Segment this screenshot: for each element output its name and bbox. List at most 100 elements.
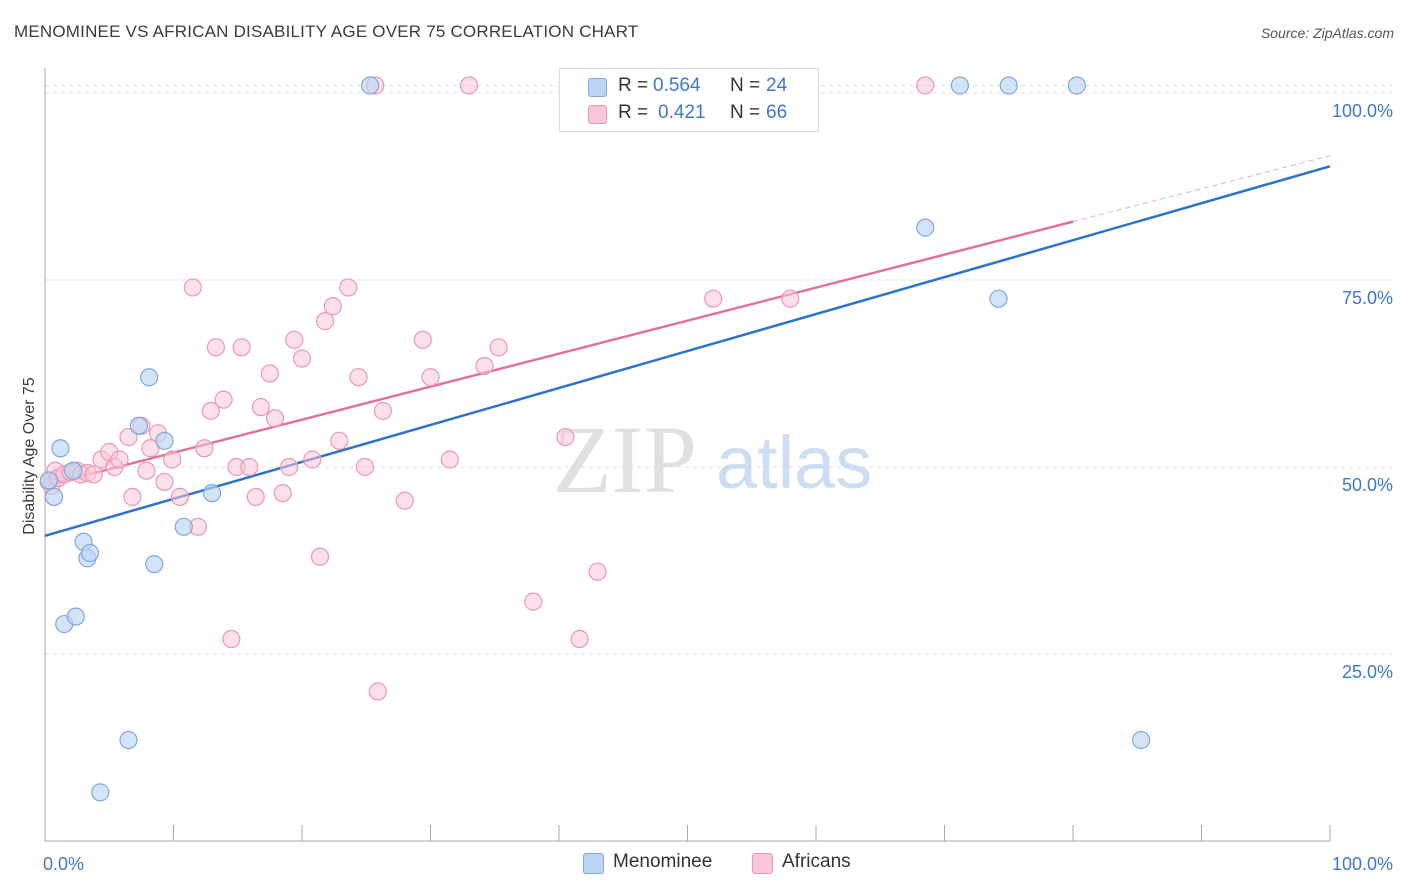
bottom-legend-label-menominee: Menominee: [613, 851, 713, 872]
data-point-africans: [260, 364, 279, 383]
data-point-africans: [355, 457, 375, 477]
data-point-menominee: [80, 543, 100, 563]
data-point-africans: [292, 349, 312, 368]
trend-lines: [44, 155, 1331, 538]
data-point-africans: [310, 547, 330, 566]
y-axis-label: Disability Age Over 75: [21, 377, 38, 535]
data-point-africans: [240, 457, 259, 477]
data-point-menominee: [139, 368, 159, 387]
chart-title: MENOMINEE VS AFRICAN DISABILITY AGE OVER…: [14, 22, 639, 41]
data-point-africans: [570, 629, 589, 649]
data-point-africans: [349, 368, 368, 387]
data-point-menominee: [51, 439, 70, 458]
data-point-africans: [214, 390, 233, 409]
data-point-africans: [588, 562, 607, 581]
x-tick-label-min: 0.0%: [43, 854, 84, 874]
trend-line-africans-extension: [1072, 155, 1331, 223]
data-point-africans: [459, 76, 479, 95]
data-point-africans: [246, 487, 265, 507]
data-point-africans: [119, 427, 138, 447]
data-point-menominee: [145, 555, 164, 574]
bottom-legend-swatch-africans: [752, 853, 773, 874]
data-point-africans: [285, 330, 304, 349]
grid-lines: [45, 84, 1392, 655]
data-point-africans: [781, 289, 800, 308]
data-point-africans: [303, 450, 322, 469]
data-point-africans: [170, 487, 190, 507]
y-tick-label: 75.0%: [1342, 288, 1393, 308]
data-point-menominee: [989, 289, 1008, 308]
data-point-africans: [440, 450, 459, 469]
data-point-menominee: [999, 76, 1018, 95]
legend-r-label: R =: [618, 75, 649, 96]
data-point-menominee: [91, 783, 110, 802]
data-point-menominee: [1132, 730, 1151, 750]
data-point-menominee: [202, 484, 222, 503]
data-point-menominee: [44, 487, 64, 507]
data-point-africans: [316, 312, 335, 331]
legend-r-value: 0.421: [658, 102, 706, 123]
data-point-africans: [368, 682, 387, 701]
data-point-africans: [413, 330, 432, 349]
data-point-menominee: [129, 416, 148, 435]
legend-n-label: N =: [730, 75, 761, 96]
data-point-africans: [273, 484, 292, 503]
data-point-africans: [84, 465, 103, 484]
data-point-menominee: [174, 517, 193, 536]
data-point-africans: [323, 297, 342, 316]
data-point-africans: [137, 461, 156, 480]
watermark: ZIP atlas: [553, 406, 872, 513]
data-point-menominee: [39, 471, 58, 490]
data-point-africans: [556, 427, 575, 447]
y-tick-label: 25.0%: [1342, 662, 1393, 682]
watermark-zip: ZIP: [553, 406, 697, 513]
data-point-africans: [489, 338, 508, 357]
legend-swatch-menominee: [588, 78, 607, 97]
legend-n-label: N =: [730, 102, 761, 123]
axes: [44, 68, 1331, 842]
watermark-atlas: atlas: [716, 421, 872, 504]
data-point-menominee: [66, 607, 85, 626]
data-point-africans: [916, 76, 935, 95]
data-point-africans: [155, 472, 174, 492]
data-point-africans: [265, 409, 285, 428]
data-point-africans: [373, 401, 393, 420]
tick-labels: 25.0% 50.0% 75.0% 100.0% 0.0% 100.0%: [43, 101, 1393, 874]
data-point-menominee: [916, 218, 935, 237]
data-point-africans: [475, 356, 494, 376]
legend-swatch-africans: [588, 105, 607, 124]
x-tick-label-max: 100.0%: [1332, 854, 1393, 874]
data-point-menominee: [1067, 76, 1086, 95]
data-point-africans: [163, 450, 182, 469]
legend-r-label: R =: [618, 102, 649, 123]
legend-r-value: 0.564: [653, 75, 701, 96]
data-point-africans: [524, 592, 543, 611]
data-point-africans: [110, 450, 129, 469]
data-point-africans: [201, 401, 220, 420]
data-point-menominee: [155, 431, 174, 450]
data-point-africans: [421, 368, 440, 387]
bottom-legend-swatch-menominee: [583, 853, 604, 874]
data-point-menominee: [361, 76, 380, 95]
bottom-legend-label-africans: Africans: [782, 851, 851, 872]
legend: R = 0.564 N = 24 R = 0.421 N = 66: [559, 68, 819, 132]
source-label: Source: ZipAtlas.com: [1260, 25, 1394, 41]
data-point-menominee: [950, 76, 970, 95]
data-point-africans: [123, 487, 142, 507]
data-point-africans: [280, 457, 299, 477]
data-point-africans: [232, 338, 251, 357]
data-point-africans: [183, 278, 202, 297]
data-point-menominee: [64, 461, 83, 480]
data-point-africans: [704, 289, 723, 308]
y-tick-label: 50.0%: [1342, 475, 1393, 495]
data-point-africans: [339, 278, 358, 297]
data-point-africans: [141, 439, 160, 458]
data-point-africans: [206, 338, 226, 357]
data-point-africans: [222, 629, 241, 649]
data-points: [39, 76, 1151, 802]
data-point-africans: [395, 491, 414, 510]
y-tick-label: 100.0%: [1332, 101, 1393, 121]
data-point-africans: [195, 439, 214, 458]
data-point-menominee: [119, 730, 138, 750]
